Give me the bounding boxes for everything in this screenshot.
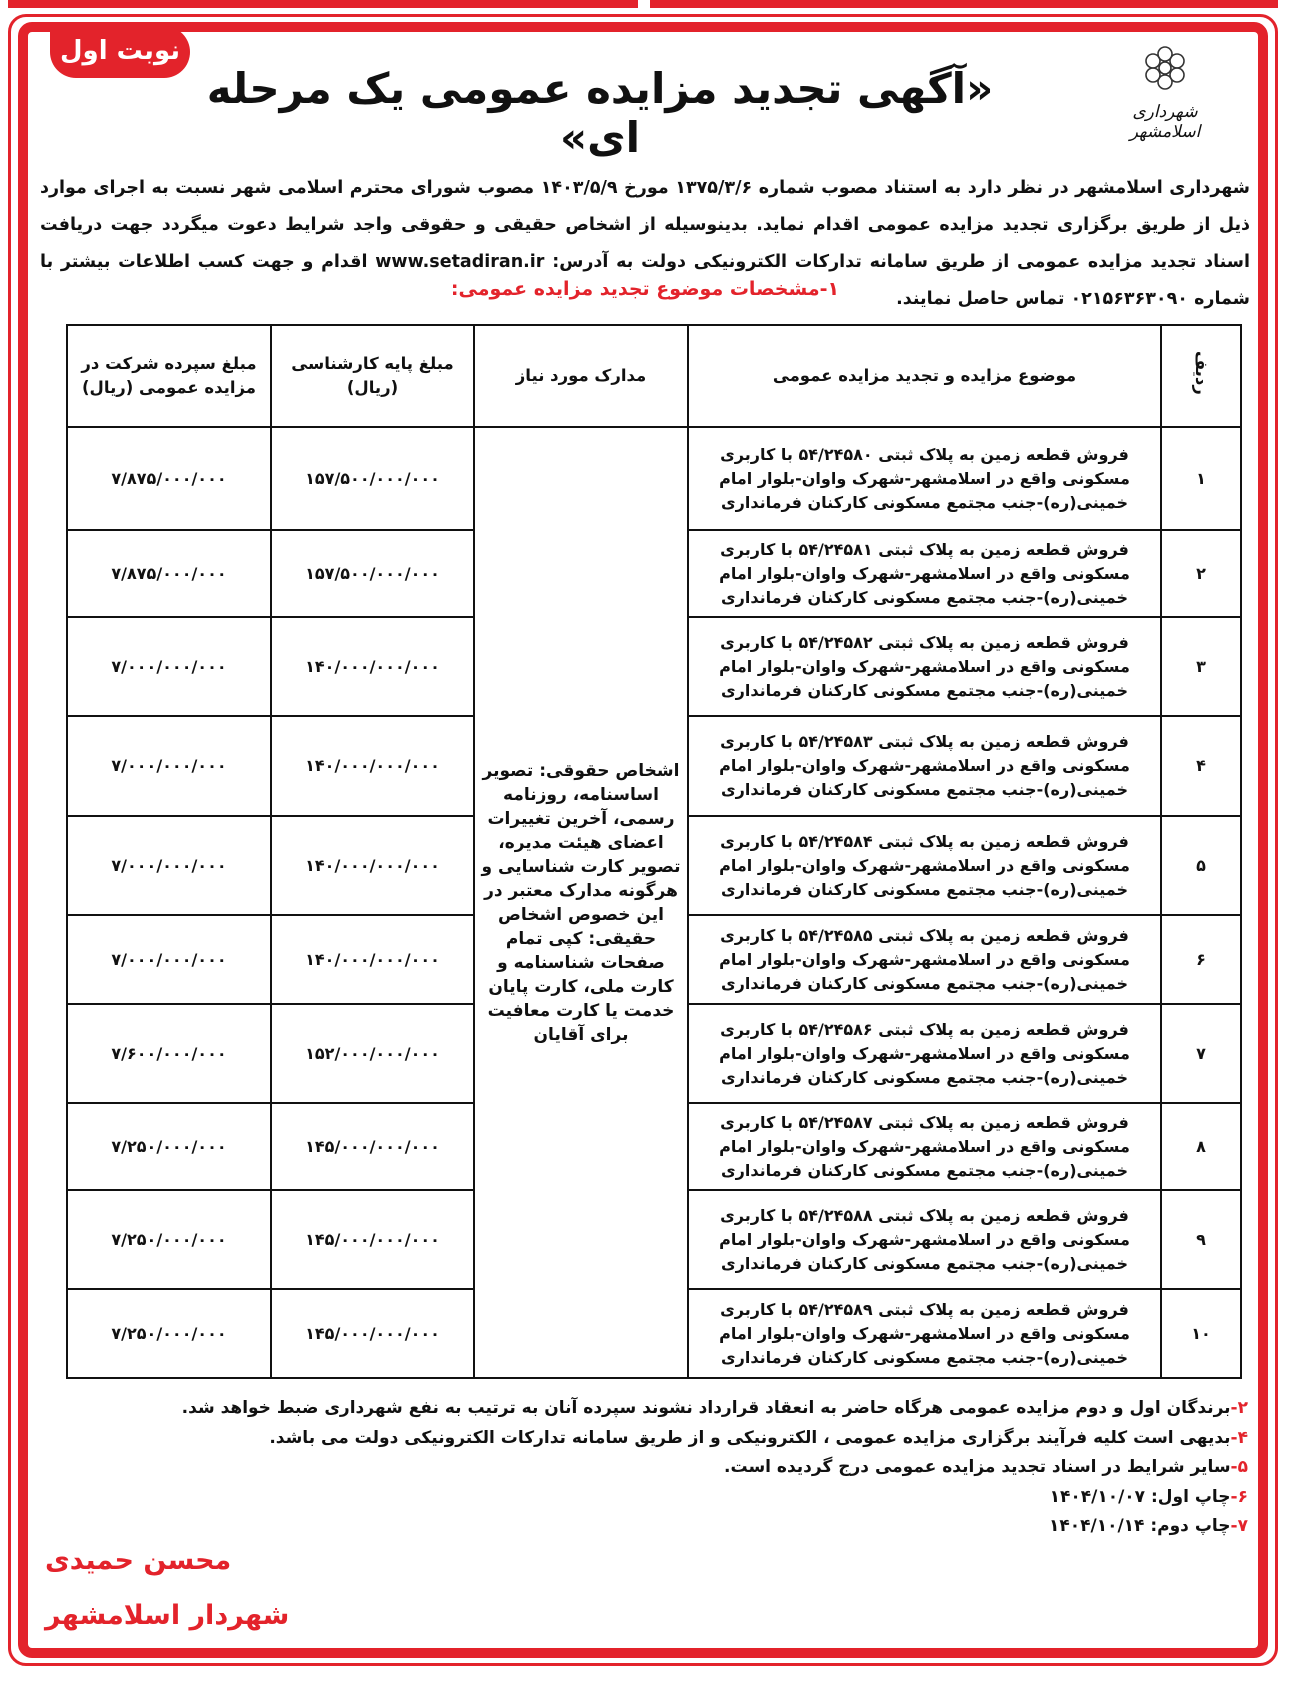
table-row: ۸ فروش قطعه زمین به پلاک ثبتی ۵۴/۲۴۵۸۷ با…	[66, 1102, 1242, 1191]
table-row: ۵ فروش قطعه زمین به پلاک ثبتی ۵۴/۲۴۵۸۴ با…	[66, 815, 1242, 916]
row-deposit: ۷/۸۷۵/۰۰۰/۰۰۰	[66, 426, 272, 531]
section-heading: ۱-مشخصات موضوع تجدید مزایده عمومی:	[450, 278, 840, 300]
note-number: ۷-	[1230, 1516, 1248, 1536]
row-number: ۵	[1160, 815, 1242, 916]
row-base-price: ۱۵۷/۵۰۰/۰۰۰/۰۰۰	[270, 529, 475, 618]
row-base-price: ۱۵۲/۰۰۰/۰۰۰/۰۰۰	[270, 1003, 475, 1104]
header-row-number: ردیف	[1160, 324, 1242, 428]
row-number: ۴	[1160, 715, 1242, 817]
table-row: ۲ فروش قطعه زمین به پلاک ثبتی ۵۴/۲۴۵۸۱ با…	[66, 529, 1242, 618]
row-subject: فروش قطعه زمین به پلاک ثبتی ۵۴/۲۴۵۸۰ با …	[687, 426, 1162, 531]
row-subject: فروش قطعه زمین به پلاک ثبتی ۵۴/۲۴۵۸۵ با …	[687, 914, 1162, 1005]
row-subject: فروش قطعه زمین به پلاک ثبتی ۵۴/۲۴۵۸۷ با …	[687, 1102, 1162, 1191]
row-deposit: ۷/۶۰۰/۰۰۰/۰۰۰	[66, 1003, 272, 1104]
header-deposit: مبلغ سپرده شرکت در مزایده عمومی (ریال)	[66, 324, 272, 428]
table-row: ۳ فروش قطعه زمین به پلاک ثبتی ۵۴/۲۴۵۸۲ با…	[66, 616, 1242, 717]
row-number: ۲	[1160, 529, 1242, 618]
note-item: ۵-سایر شرایط در اسناد تجدید مزایده عمومی…	[40, 1453, 1248, 1483]
row-subject: فروش قطعه زمین به پلاک ثبتی ۵۴/۲۴۵۸۲ با …	[687, 616, 1162, 717]
table-row: ۷ فروش قطعه زمین به پلاک ثبتی ۵۴/۲۴۵۸۶ با…	[66, 1003, 1242, 1104]
row-deposit: ۷/۲۵۰/۰۰۰/۰۰۰	[66, 1102, 272, 1191]
row-base-price: ۱۴۰/۰۰۰/۰۰۰/۰۰۰	[270, 616, 475, 717]
row-deposit: ۷/۰۰۰/۰۰۰/۰۰۰	[66, 914, 272, 1005]
table-row: ۴ فروش قطعه زمین به پلاک ثبتی ۵۴/۲۴۵۸۳ با…	[66, 715, 1242, 817]
note-text: بدیهی است کلیه فرآیند برگزاری مزایده عمو…	[269, 1427, 1231, 1448]
table-row: ۶ فروش قطعه زمین به پلاک ثبتی ۵۴/۲۴۵۸۵ با…	[66, 914, 1242, 1005]
header-documents: مدارک مورد نیاز	[473, 324, 689, 428]
flower-emblem-icon	[1145, 46, 1185, 90]
signatory-name: محسن حمیدی	[45, 1545, 232, 1576]
note-number: ۴-	[1230, 1427, 1248, 1448]
note-item: ۶-چاپ اول: ۱۴۰۴/۱۰/۰۷	[40, 1483, 1248, 1513]
row-subject: فروش قطعه زمین به پلاک ثبتی ۵۴/۲۴۵۸۹ با …	[687, 1288, 1162, 1379]
row-subject: فروش قطعه زمین به پلاک ثبتی ۵۴/۲۴۵۸۶ با …	[687, 1003, 1162, 1104]
row-deposit: ۷/۸۷۵/۰۰۰/۰۰۰	[66, 529, 272, 618]
row-number: ۳	[1160, 616, 1242, 717]
header-base-price: مبلغ پایه کارشناسی (ریال)	[270, 324, 475, 428]
municipality-logo: شهرداری اسلامشهر	[1100, 40, 1230, 142]
row-number: ۱۰	[1160, 1288, 1242, 1379]
row-deposit: ۷/۰۰۰/۰۰۰/۰۰۰	[66, 715, 272, 817]
ad-frame	[18, 22, 1268, 1658]
signatory-role: شهردار اسلامشهر	[45, 1600, 290, 1631]
top-border-left	[8, 0, 638, 8]
row-number: ۱	[1160, 426, 1242, 531]
note-text: سایر شرایط در اسناد تجدید مزایده عمومی د…	[724, 1457, 1231, 1477]
row-base-price: ۱۵۷/۵۰۰/۰۰۰/۰۰۰	[270, 426, 475, 531]
row-subject: فروش قطعه زمین به پلاک ثبتی ۵۴/۲۴۵۸۸ با …	[687, 1189, 1162, 1290]
note-number: ۲-	[1230, 1398, 1248, 1418]
note-text: چاپ دوم: ۱۴۰۴/۱۰/۱۴	[1049, 1516, 1231, 1536]
row-subject: فروش قطعه زمین به پلاک ثبتی ۵۴/۲۴۵۸۱ با …	[687, 529, 1162, 618]
row-base-price: ۱۴۵/۰۰۰/۰۰۰/۰۰۰	[270, 1102, 475, 1191]
row-number: ۷	[1160, 1003, 1242, 1104]
note-text: برندگان اول و دوم مزایده عمومی هرگاه حاض…	[181, 1398, 1231, 1418]
top-border-right	[650, 0, 1278, 8]
note-item: ۴-بدیهی است کلیه فرآیند برگزاری مزایده ع…	[40, 1424, 1248, 1454]
note-item: ۲-برندگان اول و دوم مزایده عمومی هرگاه ح…	[40, 1394, 1248, 1424]
row-number: ۸	[1160, 1102, 1242, 1191]
logo-text: شهرداری اسلامشهر	[1129, 102, 1201, 142]
intro-paragraph: شهرداری اسلامشهر در نظر دارد به استناد م…	[40, 178, 1251, 309]
row-base-price: ۱۴۵/۰۰۰/۰۰۰/۰۰۰	[270, 1288, 475, 1379]
table-row: ۱۰ فروش قطعه زمین به پلاک ثبتی ۵۴/۲۴۵۸۹ ب…	[66, 1288, 1242, 1379]
row-base-price: ۱۴۰/۰۰۰/۰۰۰/۰۰۰	[270, 914, 475, 1005]
header-subject: موضوع مزایده و تجدید مزایده عمومی	[687, 324, 1162, 428]
note-item: ۷-چاپ دوم: ۱۴۰۴/۱۰/۱۴	[40, 1512, 1248, 1542]
row-base-price: ۱۴۰/۰۰۰/۰۰۰/۰۰۰	[270, 815, 475, 916]
row-subject: فروش قطعه زمین به پلاک ثبتی ۵۴/۲۴۵۸۴ با …	[687, 815, 1162, 916]
row-deposit: ۷/۲۵۰/۰۰۰/۰۰۰	[66, 1288, 272, 1379]
ad-frame-outer	[8, 14, 1278, 1666]
row-deposit: ۷/۲۵۰/۰۰۰/۰۰۰	[66, 1189, 272, 1290]
row-subject: فروش قطعه زمین به پلاک ثبتی ۵۴/۲۴۵۸۳ با …	[687, 715, 1162, 817]
table-row: ۱ فروش قطعه زمین به پلاک ثبتی ۵۴/۲۴۵۸۰ با…	[66, 426, 1242, 1379]
page-title: «آگهی تجدید مزایده عمومی یک مرحله ای»	[206, 64, 994, 162]
row-base-price: ۱۴۵/۰۰۰/۰۰۰/۰۰۰	[270, 1189, 475, 1290]
row-deposit: ۷/۰۰۰/۰۰۰/۰۰۰	[66, 616, 272, 717]
note-number: ۶-	[1230, 1486, 1248, 1507]
note-number: ۵-	[1230, 1457, 1248, 1477]
row-deposit: ۷/۰۰۰/۰۰۰/۰۰۰	[66, 815, 272, 916]
required-documents: اشخاص حقوقی: تصویر اساسنامه، روزنامه رسم…	[473, 426, 689, 1379]
table-header-row: ردیف موضوع مزایده و تجدید مزایده عمومی م…	[66, 324, 1242, 428]
note-text: چاپ اول: ۱۴۰۴/۱۰/۰۷	[1049, 1486, 1231, 1507]
row-base-price: ۱۴۰/۰۰۰/۰۰۰/۰۰۰	[270, 715, 475, 817]
notes-list: ۲-برندگان اول و دوم مزایده عمومی هرگاه ح…	[40, 1394, 1248, 1542]
publication-badge: نوبت اول	[50, 26, 190, 78]
row-number: ۶	[1160, 914, 1242, 1005]
auction-table: ردیف موضوع مزایده و تجدید مزایده عمومی م…	[66, 324, 1242, 1379]
row-number: ۹	[1160, 1189, 1242, 1290]
table-row: ۹ فروش قطعه زمین به پلاک ثبتی ۵۴/۲۴۵۸۸ با…	[66, 1189, 1242, 1290]
